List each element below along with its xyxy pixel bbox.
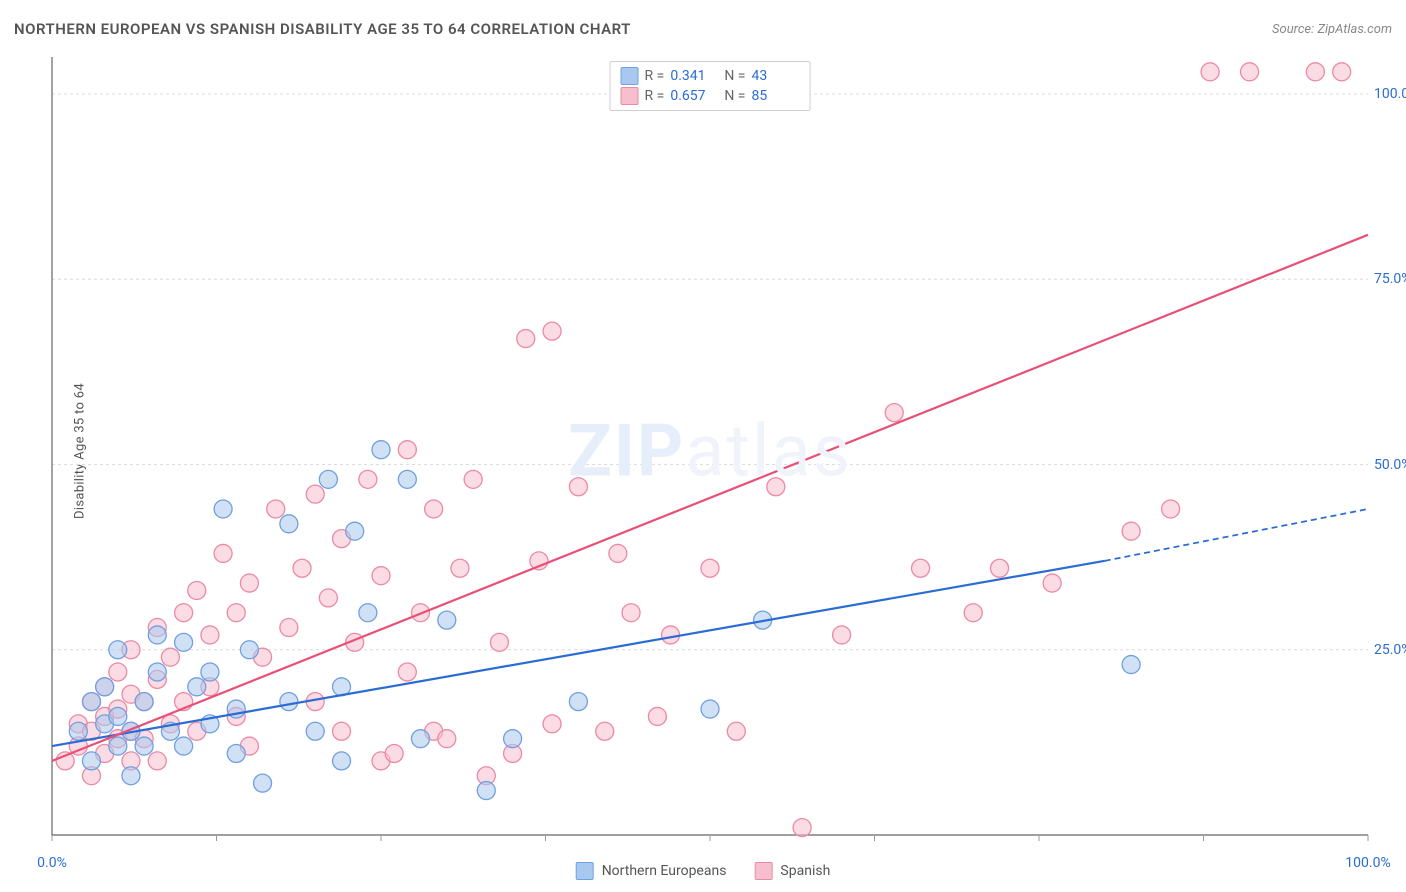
n-value-blue: 43	[751, 68, 799, 84]
y-tick-label: 25.0%	[1374, 642, 1406, 658]
swatch-pink-icon	[621, 87, 639, 105]
title-bar: NORTHERN EUROPEAN VS SPANISH DISABILITY …	[14, 20, 1392, 38]
stats-legend: R = 0.341 N = 43 R = 0.657 N = 85	[610, 61, 811, 111]
legend-item-blue: Northern Europeans	[576, 862, 727, 880]
swatch-blue-icon	[621, 67, 639, 85]
stats-row-blue: R = 0.341 N = 43	[621, 66, 800, 86]
r-label: R =	[645, 88, 665, 104]
r-value-pink: 0.657	[670, 88, 718, 104]
plot-area: Disability Age 35 to 64 ZIPatlas R = 0.3…	[50, 55, 1370, 847]
r-label: R =	[645, 68, 665, 84]
scatter-svg	[50, 55, 1370, 847]
source-credit: Source: ZipAtlas.com	[1272, 22, 1392, 37]
r-value-blue: 0.341	[670, 68, 718, 84]
stats-row-pink: R = 0.657 N = 85	[621, 86, 800, 106]
chart-title: NORTHERN EUROPEAN VS SPANISH DISABILITY …	[14, 20, 631, 38]
legend-item-pink: Spanish	[754, 862, 830, 880]
n-label: N =	[724, 88, 745, 104]
legend-label-blue: Northern Europeans	[602, 863, 727, 879]
n-label: N =	[724, 68, 745, 84]
swatch-blue-icon	[576, 862, 594, 880]
y-tick-label: 100.0%	[1374, 86, 1406, 102]
legend-label-pink: Spanish	[780, 863, 830, 879]
swatch-pink-icon	[754, 862, 772, 880]
source-label: Source:	[1272, 22, 1317, 37]
page-root: NORTHERN EUROPEAN VS SPANISH DISABILITY …	[0, 0, 1406, 892]
y-tick-label: 75.0%	[1374, 271, 1406, 287]
series-legend: Northern Europeans Spanish	[576, 862, 831, 880]
y-tick-label: 50.0%	[1374, 457, 1406, 473]
n-value-pink: 85	[751, 88, 799, 104]
x-tick-label: 100.0%	[1345, 855, 1390, 871]
x-tick-label: 0.0%	[37, 855, 67, 871]
source-link[interactable]: ZipAtlas.com	[1317, 22, 1392, 37]
